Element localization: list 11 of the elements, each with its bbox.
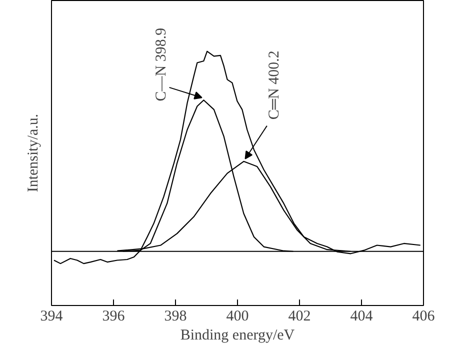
x-tick-label: 404 — [350, 308, 374, 324]
x-tick-label: 396 — [102, 308, 126, 324]
annotation: C═N 400.2 — [266, 50, 283, 120]
y-axis-title: Intensity/a.u. — [26, 114, 42, 192]
x-tick-label: 394 — [40, 308, 64, 324]
x-axis-title: Binding energy/eV — [180, 328, 295, 344]
x-tick-label: 402 — [288, 308, 311, 324]
x-tick-label: 400 — [226, 308, 249, 324]
x-tick-label: 398 — [164, 308, 187, 324]
annotation: C—N 398.9 — [154, 28, 170, 102]
x-tick-label: 406 — [412, 308, 436, 324]
